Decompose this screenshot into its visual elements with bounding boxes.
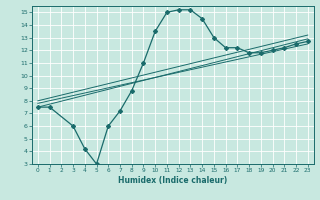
X-axis label: Humidex (Indice chaleur): Humidex (Indice chaleur) (118, 176, 228, 185)
